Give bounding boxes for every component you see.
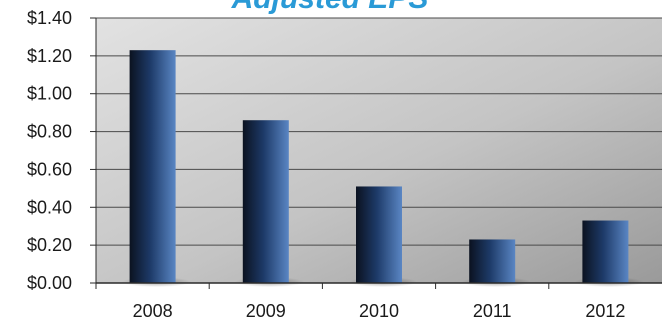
x-tick-label: 2011: [473, 301, 512, 321]
x-tick-label: 2008: [133, 301, 173, 321]
x-tick-label: 2009: [246, 301, 286, 321]
y-tick-label: $1.40: [27, 8, 72, 28]
y-tick-label: $0.80: [27, 122, 72, 142]
x-axis-tick-labels: 2008 2009 2010 2011 2012: [95, 283, 625, 321]
y-tick-label: $0.00: [27, 273, 72, 293]
chart-title: Adjusted EPS: [231, 0, 429, 15]
y-axis-tick-labels: $0.00 $0.20 $0.40 $0.60 $0.80 $1.00 $1.20 $1.40: [27, 8, 96, 293]
x-tick-label: 2012: [585, 301, 625, 321]
bars: [122, 50, 644, 287]
bar-2010: [356, 186, 402, 283]
bar-2012: [582, 220, 629, 283]
bar-2011: [469, 239, 516, 283]
y-tick-label: $0.60: [27, 159, 72, 179]
bar-2009: [242, 120, 289, 283]
y-tick-label: $1.20: [27, 46, 72, 66]
y-tick-label: $0.40: [27, 197, 72, 217]
y-tick-label: $0.20: [27, 235, 72, 255]
y-tick-label: $1.00: [27, 84, 72, 104]
plot-background: [96, 18, 662, 283]
x-tick-label: 2010: [359, 301, 399, 321]
bar-2008: [129, 50, 176, 283]
